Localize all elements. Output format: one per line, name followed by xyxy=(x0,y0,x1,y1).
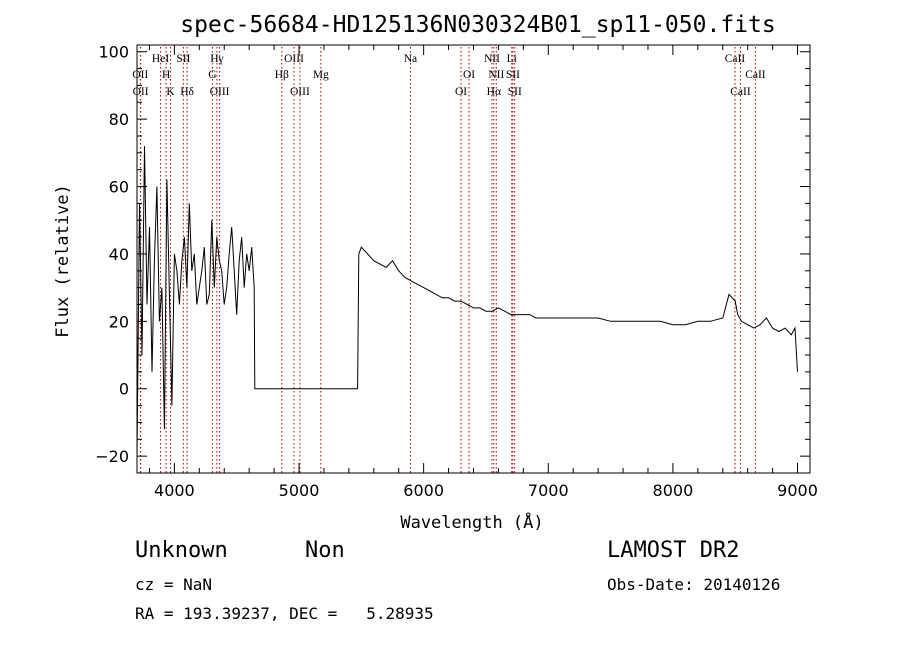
y-tick-label: 40 xyxy=(109,245,129,264)
line-marker-label: Na xyxy=(404,53,417,65)
y-tick-label: 60 xyxy=(109,178,129,197)
line-marker-label: OIII xyxy=(210,86,230,98)
line-marker-label: K xyxy=(166,86,175,98)
line-marker-label: H xyxy=(162,69,170,81)
line-marker-label: SII xyxy=(176,53,190,65)
y-tick-label: −20 xyxy=(95,447,129,466)
line-marker-label: Mg xyxy=(313,69,329,81)
line-marker-label: Li xyxy=(507,53,517,65)
x-axis-label: Wavelength (Å) xyxy=(400,511,543,533)
x-tick-label: 7000 xyxy=(528,481,569,500)
x-tick-label: 6000 xyxy=(403,481,444,500)
line-marker-label: NII xyxy=(484,53,500,65)
line-marker-label: OI xyxy=(463,69,475,81)
line-marker-label: SII xyxy=(506,69,520,81)
line-marker-label: OII xyxy=(132,69,148,81)
line-marker-label: Hα xyxy=(487,86,501,98)
x-axis-ticks: 4000 5000 6000 7000 8000 9000 xyxy=(148,45,818,500)
x-tick-label: 5000 xyxy=(279,481,320,500)
x-tick-label: 4000 xyxy=(154,481,195,500)
line-marker-label: OIII xyxy=(290,86,310,98)
obs-date: Obs-Date: 20140126 xyxy=(607,575,781,594)
y-axis-label: Flux (relative) xyxy=(53,184,73,338)
x-tick-label: 8000 xyxy=(653,481,694,500)
line-marker-label: OII xyxy=(133,86,149,98)
spectrum-series-line xyxy=(136,146,798,457)
line-marker-label: SII xyxy=(508,86,522,98)
line-markers xyxy=(139,47,756,473)
line-marker-label: HeI xyxy=(152,53,169,65)
object-class: Unknown xyxy=(135,538,228,563)
line-marker-label: Hβ xyxy=(275,69,289,81)
y-tick-label: 0 xyxy=(119,380,129,399)
line-marker-label: NII xyxy=(488,69,504,81)
y-axis-ticks: −20 0 20 40 60 80 100 xyxy=(95,43,810,466)
line-marker-labels: OIIOIIHeIHKSIIHδHγGOIIIOIIIHβOIIIMgNaOIO… xyxy=(132,53,765,98)
line-marker-label: OI xyxy=(455,86,467,98)
line-marker-label: OIII xyxy=(284,53,304,65)
y-tick-label: 20 xyxy=(109,312,129,331)
coordinates: RA = 193.39237, DEC = 5.28935 xyxy=(135,604,434,623)
survey-label: LAMOST DR2 xyxy=(607,538,740,563)
line-marker-label: CaII xyxy=(730,86,751,98)
x-tick-label: 9000 xyxy=(777,481,818,500)
redshift-value: cz = NaN xyxy=(135,575,213,594)
plot-frame xyxy=(136,44,811,474)
y-tick-label: 100 xyxy=(98,43,129,62)
y-tick-label: 80 xyxy=(109,110,129,129)
line-marker-label: Hγ xyxy=(210,53,223,65)
line-marker-label: Hδ xyxy=(180,86,194,98)
line-marker-label: CaII xyxy=(725,53,746,65)
object-subclass: Non xyxy=(305,538,345,563)
line-marker-label: G xyxy=(208,69,216,81)
line-marker-label: CaII xyxy=(745,69,766,81)
chart-title: spec-56684-HD125136N030324B01_sp11-050.f… xyxy=(180,12,775,38)
